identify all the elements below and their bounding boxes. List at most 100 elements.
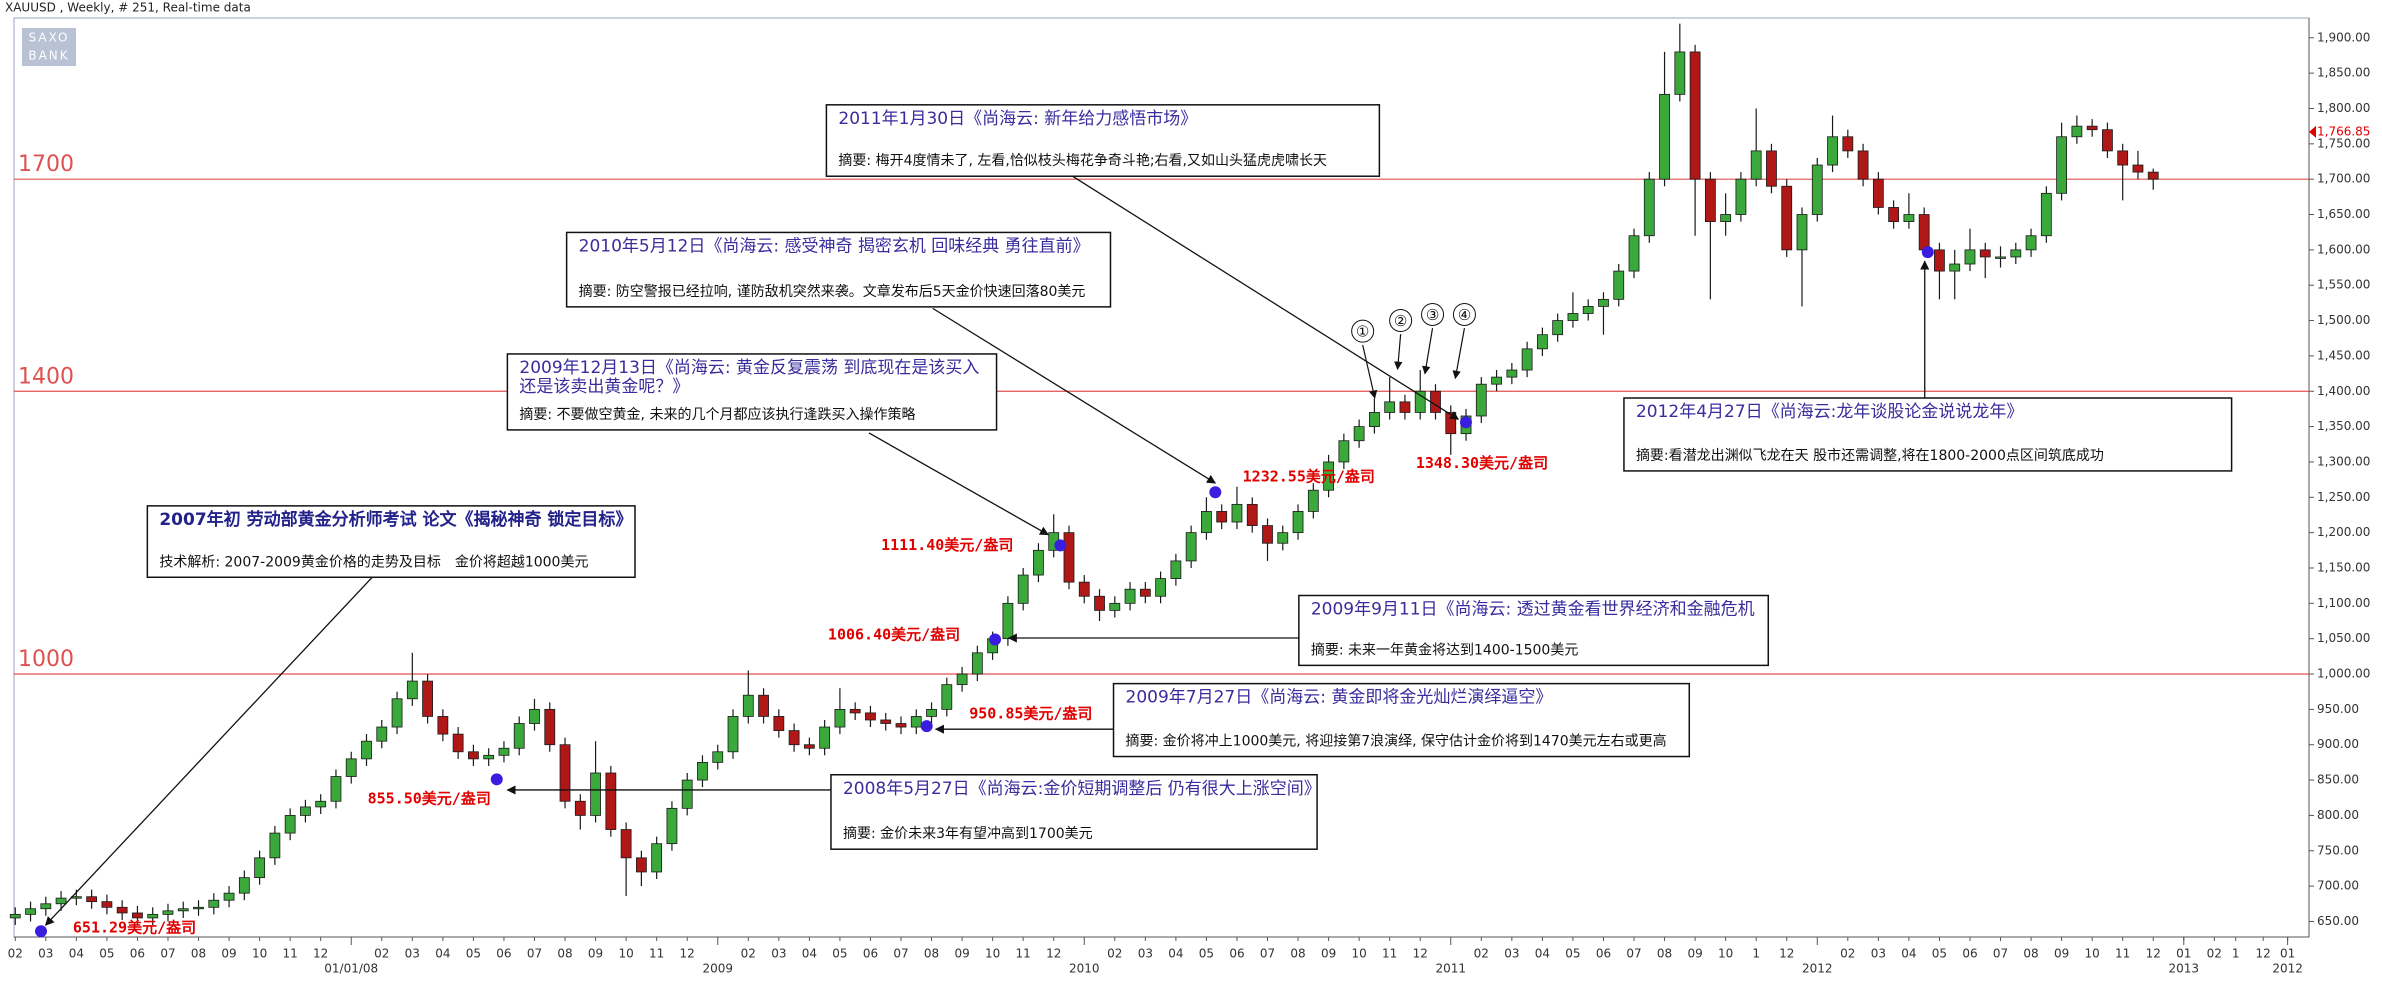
wave-circle xyxy=(1351,319,1375,343)
annotations: 2011年1月30日《尚海云: 新年给力感悟市场》摘要: 梅开4度情未了, 左看… xyxy=(35,104,2233,938)
arrow xyxy=(1072,175,1460,420)
candle-body xyxy=(849,708,861,714)
candle-body xyxy=(422,680,433,717)
candle-body xyxy=(437,716,449,735)
candle-body xyxy=(1536,334,1548,350)
candle-body xyxy=(468,751,479,760)
x-tick-label: 05 xyxy=(466,947,481,961)
x-tick-label: 05 xyxy=(1565,947,1580,961)
candle-body xyxy=(132,912,143,919)
level-label: 1400 xyxy=(18,364,74,389)
x-tick-label: 04 xyxy=(1168,947,1183,961)
y-tick-label: 850.00 xyxy=(2317,773,2359,787)
candle-body xyxy=(1567,313,1579,321)
x-tick-label: 08 xyxy=(924,947,939,961)
candle-body xyxy=(162,910,174,915)
annotation-title: 2007年初 劳动部黄金分析师考试 论文《揭秘神奇 锁定目标》 xyxy=(159,509,632,530)
annotation-title: 2009年7月27日《尚海云: 黄金即将金光灿烂演绎逼空》 xyxy=(1126,688,1553,708)
candle-body xyxy=(880,719,892,724)
annotation-box xyxy=(1298,594,1770,667)
x-tick-label: 02 xyxy=(374,947,389,961)
logo-text: BANK xyxy=(28,49,69,63)
candle-body xyxy=(2025,235,2037,251)
candle-body xyxy=(819,726,831,749)
annotation-box xyxy=(1623,397,2233,472)
x-tick-label: 07 xyxy=(160,947,175,961)
candle-body xyxy=(834,708,846,728)
candle-body xyxy=(177,908,189,912)
candle-body xyxy=(1796,214,1808,251)
y-tick-label: 1,450.00 xyxy=(2317,348,2370,362)
annotation-box xyxy=(1112,682,1691,758)
x-tick-label: 09 xyxy=(588,947,603,961)
annotation-box xyxy=(565,231,1112,308)
candle-body xyxy=(1185,532,1197,562)
candle-body xyxy=(926,708,937,717)
candle-body xyxy=(590,772,601,816)
y-tick-label: 1,900.00 xyxy=(2317,30,2370,44)
wave-arrow xyxy=(1394,334,1403,370)
annotation-text: 摘要: 未来一年黄金将达到1400-1500美元 xyxy=(1311,641,1578,658)
price-label: 1348.30美元/盎司 xyxy=(1416,454,1548,472)
candle-body xyxy=(2056,136,2068,194)
arrow xyxy=(868,432,1049,536)
candle-body xyxy=(1750,150,1762,180)
x-tick-label: 03 xyxy=(1871,947,1886,961)
candle-body xyxy=(2147,171,2159,180)
last-price-label: 1,766.85 xyxy=(2317,124,2370,138)
candle-body xyxy=(1414,390,1426,413)
candle-body xyxy=(1231,503,1243,523)
candle-body xyxy=(1506,369,1518,378)
x-tick-label: 02 xyxy=(8,947,23,961)
x-tick-label: 02 xyxy=(1840,947,1855,961)
candle-body xyxy=(1094,595,1105,611)
y-tick-label: 1,250.00 xyxy=(2317,490,2370,504)
candle-body xyxy=(238,877,250,894)
candle-body xyxy=(1369,412,1380,428)
candle-body xyxy=(86,896,98,903)
x-tick-label: 12 xyxy=(2146,947,2161,961)
x-tick-label: 10 xyxy=(1718,947,1733,961)
x-tick-label: 03 xyxy=(1138,947,1153,961)
x-tick-label: 06 xyxy=(1962,947,1977,961)
x-tick-label: 05 xyxy=(1199,947,1214,961)
x-tick-label: 10 xyxy=(2085,947,2100,961)
candle-body xyxy=(529,708,540,724)
candle-body xyxy=(269,832,281,859)
y-tick-label: 1,400.00 xyxy=(2317,384,2370,398)
y-tick-label: 1,200.00 xyxy=(2317,525,2370,539)
y-tick-label: 1,500.00 xyxy=(2317,313,2370,327)
candle-body xyxy=(101,901,113,908)
candle-body xyxy=(1475,383,1487,417)
candle-body xyxy=(1613,270,1625,300)
year-tick-label: 2012 xyxy=(1802,962,1833,976)
candle-body xyxy=(941,684,953,710)
candle-body xyxy=(956,673,968,686)
candle-body xyxy=(712,751,724,763)
price-label: 1232.55美元/盎司 xyxy=(1243,468,1375,486)
x-tick-label: 10 xyxy=(985,947,1000,961)
annotation-text: 摘要: 梅开4度情未了, 左看,恰似枝头梅花争奇斗艳;右看,又如山头猛虎虎啸长天 xyxy=(838,152,1327,169)
candle-body xyxy=(1827,136,1838,166)
candle-body xyxy=(1353,426,1365,442)
candle-body xyxy=(1689,51,1701,180)
candle-body xyxy=(1857,150,1869,180)
x-tick-label: 04 xyxy=(1535,947,1550,961)
highlight-dot xyxy=(490,773,503,786)
candle-body xyxy=(574,800,586,816)
candle-body xyxy=(773,716,785,731)
year-tick-label: 2011 xyxy=(1435,962,1466,976)
price-label: 1006.40美元/盎司 xyxy=(828,625,960,643)
candle-body xyxy=(681,779,693,809)
candle-body xyxy=(376,726,388,742)
annotation-title: 2009年9月11日《尚海云: 透过黄金看世界经济和金融危机 xyxy=(1311,600,1755,620)
wave-arrow xyxy=(1362,344,1378,399)
wave-circle xyxy=(1421,302,1445,326)
y-tick-label: 1,650.00 xyxy=(2317,207,2370,221)
candle-body xyxy=(1766,150,1777,187)
wave-circle xyxy=(1452,302,1476,326)
x-tick-label: 03 xyxy=(1504,947,1519,961)
x-tick-label: 07 xyxy=(893,947,908,961)
candle-body xyxy=(697,761,708,781)
